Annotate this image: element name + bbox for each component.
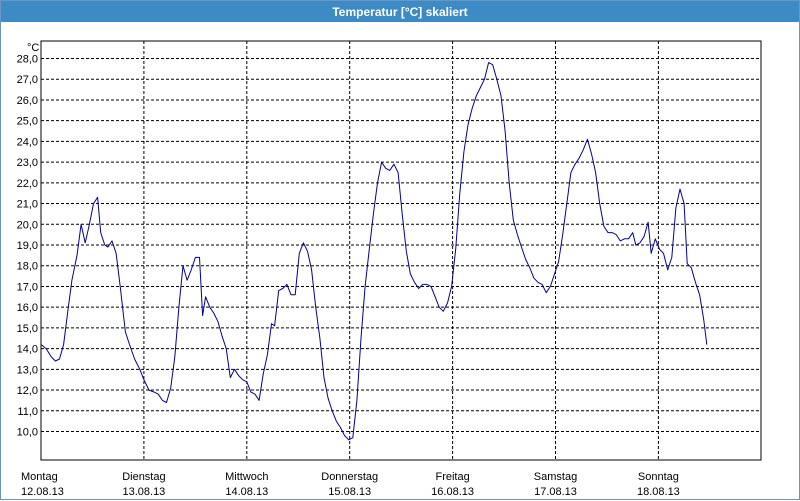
y-tick-label: 12,0 [17, 385, 38, 397]
x-tick-date: 12.08.13 [21, 486, 64, 498]
y-tick-label: 23,0 [17, 157, 38, 169]
plot-area [40, 40, 762, 461]
y-tick-label: 17,0 [17, 281, 38, 293]
y-tick-label: 21,0 [17, 199, 38, 211]
x-tick-date: 18.08.13 [637, 486, 680, 498]
x-tick-date: 13.08.13 [122, 486, 165, 498]
y-tick-label: 18,0 [17, 261, 38, 273]
y-tick-label: 20,0 [17, 219, 38, 231]
x-tick-date: 14.08.13 [225, 486, 268, 498]
y-tick-label: 11,0 [17, 406, 38, 418]
y-tick-label: 27,0 [17, 74, 38, 86]
x-tick-labels: Montag 12.08.13 Dienstag 13.08.13 Mittwoch 14… [21, 471, 680, 498]
y-tick-label: 10,0 [17, 427, 38, 439]
window-title: Temperatur [°C] skaliert [1, 1, 799, 23]
y-tick-label: 19,0 [17, 240, 38, 252]
y-tick-label: 14,0 [17, 344, 38, 356]
y-tick-label: 13,0 [17, 364, 38, 376]
x-tick-date: 16.08.13 [431, 486, 474, 498]
y-tick-label: 16,0 [17, 302, 38, 314]
x-tick-weekday: Freitag [435, 471, 469, 483]
x-tick-weekday: Samstag [534, 471, 577, 483]
temperature-series-line [40, 62, 708, 441]
y-axis-unit-label: °C [27, 42, 39, 54]
y-tick-label: 26,0 [17, 95, 38, 107]
y-tick-label: 24,0 [17, 136, 38, 148]
y-tick-label: 15,0 [17, 323, 38, 335]
y-tick-label: 25,0 [17, 116, 38, 128]
x-tick-date: 15.08.13 [328, 486, 371, 498]
x-tick-date: 17.08.13 [534, 486, 577, 498]
x-tick-weekday: Montag [21, 471, 58, 483]
y-tick-label: 28,0 [17, 54, 38, 66]
y-tick-labels: 28,0 27,0 26,0 25,0 24,0 23,0 22,0 21,0 20,0 19,0… [17, 54, 38, 439]
x-tick-weekday: Donnerstag [321, 471, 378, 483]
x-tick-weekday: Mittwoch [225, 471, 268, 483]
y-tick-label: 22,0 [17, 178, 38, 190]
x-tick-weekday: Dienstag [122, 471, 165, 483]
x-tick-weekday: Sonntag [638, 471, 679, 483]
